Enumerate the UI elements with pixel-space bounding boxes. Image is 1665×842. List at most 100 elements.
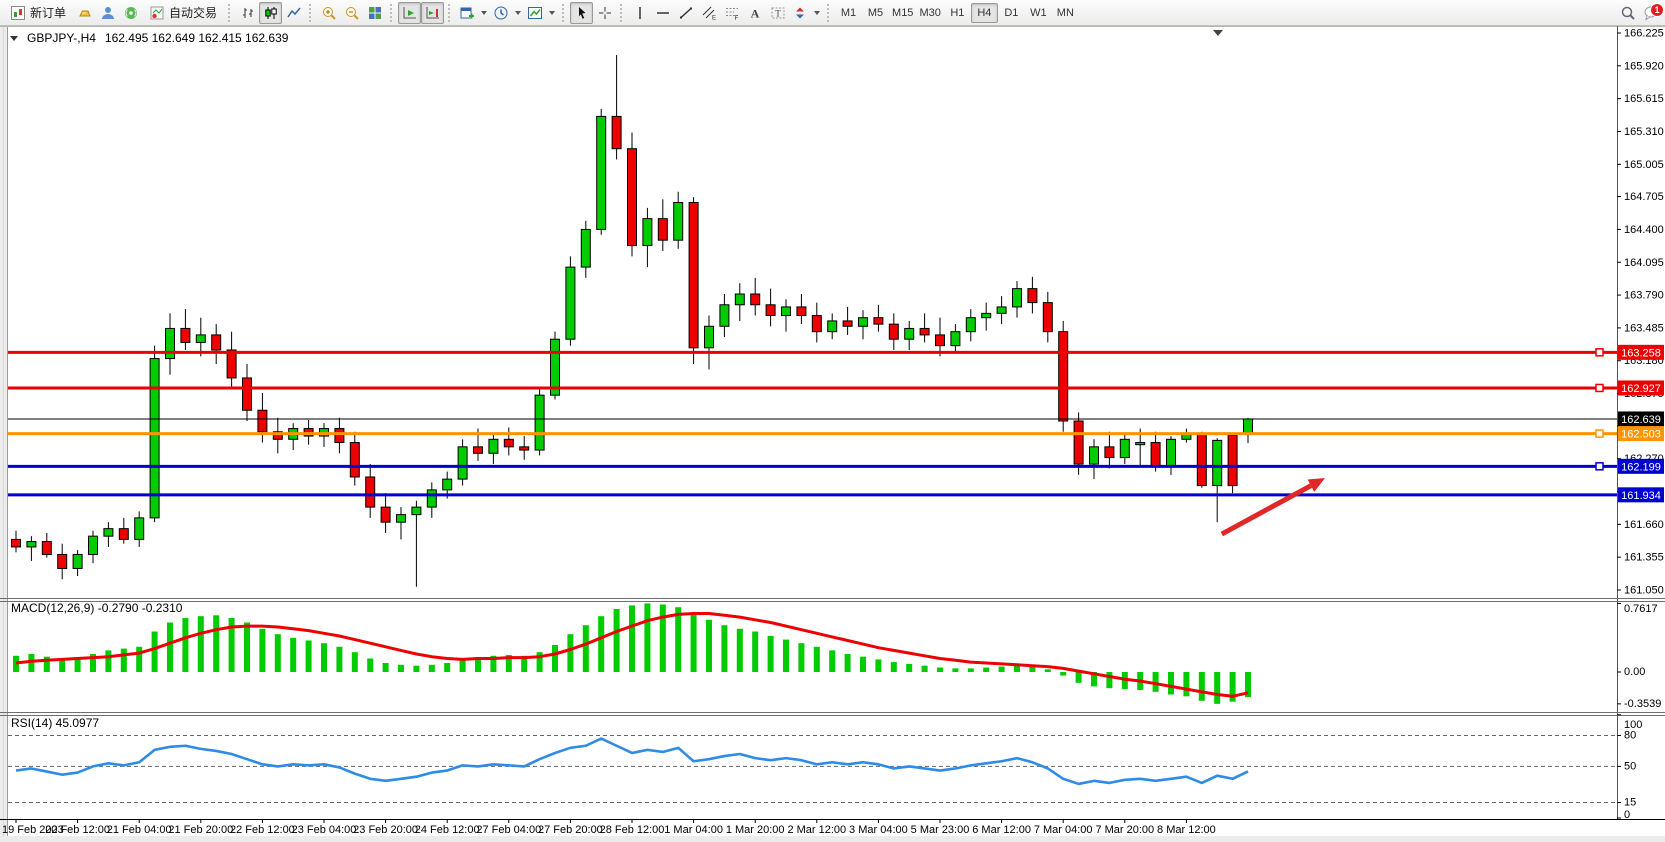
- svg-text:5 Mar 23:00: 5 Mar 23:00: [911, 824, 970, 836]
- svg-text:E: E: [712, 15, 716, 21]
- price-label-162.639: 162.639: [1618, 411, 1664, 427]
- new-chart-button[interactable]: [456, 2, 490, 24]
- timeframe-d1-button[interactable]: D1: [998, 3, 1025, 23]
- svg-text:162.639: 162.639: [1621, 414, 1661, 426]
- symbol-period-label: GBPJPY-,H4: [27, 31, 96, 45]
- timeframe-mn-button[interactable]: MN: [1052, 3, 1079, 23]
- timeframe-m1-button[interactable]: M1: [835, 3, 862, 23]
- svg-text:-0.3539: -0.3539: [1624, 698, 1661, 710]
- candlestick-chart-button[interactable]: [259, 1, 283, 24]
- chart-shift-button[interactable]: [421, 1, 445, 24]
- shapes-tool[interactable]: [789, 2, 823, 24]
- svg-text:163.258: 163.258: [1621, 347, 1661, 359]
- vertical-line-tool[interactable]: [628, 2, 651, 24]
- timeframe-m5-button[interactable]: M5: [862, 3, 889, 23]
- timeframe-m15-button[interactable]: M15: [889, 3, 916, 23]
- trend-arrow[interactable]: [1220, 478, 1325, 537]
- text-tool[interactable]: A: [743, 2, 766, 24]
- search-button[interactable]: [1616, 2, 1639, 24]
- svg-text:7 Mar 20:00: 7 Mar 20:00: [1095, 824, 1154, 836]
- svg-text:28 Feb 12:00: 28 Feb 12:00: [600, 824, 665, 836]
- text-icon: A: [750, 6, 759, 20]
- trendline-tool[interactable]: [674, 2, 697, 24]
- periods-button[interactable]: [490, 2, 524, 24]
- svg-text:A: A: [750, 6, 759, 20]
- hline-162.927[interactable]: [8, 383, 1617, 393]
- timeframe-m30-button[interactable]: M30: [916, 3, 943, 23]
- svg-text:21 Feb 20:00: 21 Feb 20:00: [168, 824, 233, 836]
- toolbar: 新订单 自动交易: [0, 0, 1665, 26]
- timeframe-h4-button[interactable]: H4: [970, 2, 998, 23]
- svg-text:T: T: [775, 8, 781, 18]
- line-chart-icon: [286, 7, 301, 17]
- toolbar-grip: [620, 3, 623, 22]
- svg-text:163.790: 163.790: [1624, 290, 1664, 302]
- rsi-indicator-label: RSI(14) 45.0977: [11, 716, 99, 730]
- community-button[interactable]: [96, 2, 119, 24]
- svg-text:164.095: 164.095: [1624, 257, 1664, 269]
- chart-title: GBPJPY-,H4 162.495 162.649 162.415 162.6…: [10, 31, 288, 45]
- channel-icon: E: [702, 6, 716, 21]
- svg-text:8 Mar 12:00: 8 Mar 12:00: [1157, 824, 1216, 836]
- equidistant-channel-tool[interactable]: E: [697, 2, 720, 24]
- tile-windows-button[interactable]: [363, 2, 386, 24]
- dropdown-caret-icon: [549, 10, 556, 15]
- notifications-button[interactable]: 1: [1639, 2, 1664, 24]
- chart-canvas[interactable]: 166.225 165.920 165.615 165.310 165.005 164.7…: [0, 26, 1665, 842]
- svg-text:165.615: 165.615: [1624, 93, 1664, 105]
- svg-text:161.355: 161.355: [1624, 552, 1664, 564]
- zoom-in-icon: [322, 6, 336, 20]
- tile-windows-icon: [368, 6, 381, 19]
- hline-162.199[interactable]: [8, 462, 1617, 471]
- toolbar-grip: [448, 3, 451, 22]
- zoom-out-button[interactable]: [340, 2, 363, 24]
- svg-text:161.660: 161.660: [1624, 519, 1664, 531]
- signals-button[interactable]: [119, 2, 142, 24]
- svg-text:0: 0: [1624, 809, 1630, 821]
- horizontal-line-tool[interactable]: [651, 2, 674, 24]
- svg-text:15: 15: [1624, 797, 1636, 809]
- fibonacci-tool[interactable]: F: [720, 2, 743, 24]
- toolbar-grip: [390, 3, 393, 22]
- crosshair-button[interactable]: [593, 2, 616, 24]
- deposit-button[interactable]: [73, 2, 96, 24]
- svg-text:100: 100: [1624, 719, 1642, 731]
- hline-163.258[interactable]: [8, 348, 1617, 357]
- timeframe-h1-button[interactable]: H1: [944, 3, 971, 23]
- templates-button[interactable]: [524, 2, 558, 24]
- svg-text:3 Mar 04:00: 3 Mar 04:00: [849, 824, 908, 836]
- fibonacci-icon: F: [725, 7, 738, 21]
- trendline-icon: [679, 7, 692, 18]
- dropdown-caret-icon: [481, 10, 488, 15]
- svg-text:24 Feb 12:00: 24 Feb 12:00: [415, 824, 480, 836]
- autotrading-button[interactable]: 自动交易: [142, 2, 224, 24]
- svg-text:162.927: 162.927: [1621, 383, 1661, 395]
- new-chart-icon: [460, 7, 475, 18]
- gold-bar-icon: [78, 10, 91, 16]
- cursor-icon: [578, 6, 586, 19]
- search-icon: [1621, 6, 1635, 20]
- line-chart-button[interactable]: [282, 2, 305, 24]
- auto-scroll-button[interactable]: [398, 1, 422, 24]
- hline-162.503[interactable]: [8, 429, 1617, 438]
- svg-text:19 Feb 2023: 19 Feb 2023: [2, 824, 64, 836]
- svg-text:6 Mar 12:00: 6 Mar 12:00: [972, 824, 1031, 836]
- svg-text:21 Feb 04:00: 21 Feb 04:00: [107, 824, 172, 836]
- bar-chart-button[interactable]: [236, 2, 259, 24]
- text-label-tool[interactable]: T: [766, 2, 789, 24]
- svg-text:163.485: 163.485: [1624, 322, 1664, 334]
- cursor-button[interactable]: [570, 1, 594, 24]
- price-label-162.503: 162.503: [1618, 426, 1664, 442]
- zoom-in-button[interactable]: [317, 2, 340, 24]
- timeframe-w1-button[interactable]: W1: [1025, 3, 1052, 23]
- ohlc-values-label: 162.495 162.649 162.415 162.639: [104, 31, 289, 45]
- chart-shift-marker[interactable]: [1213, 30, 1223, 36]
- collapse-arrow-icon[interactable]: [10, 35, 18, 41]
- new-order-button[interactable]: 新订单: [3, 2, 73, 24]
- horizontal-line-icon: [656, 11, 669, 14]
- svg-text:1 Mar 04:00: 1 Mar 04:00: [664, 824, 723, 836]
- price-label-163.258: 163.258: [1618, 344, 1664, 360]
- toolbar-grip: [309, 3, 312, 22]
